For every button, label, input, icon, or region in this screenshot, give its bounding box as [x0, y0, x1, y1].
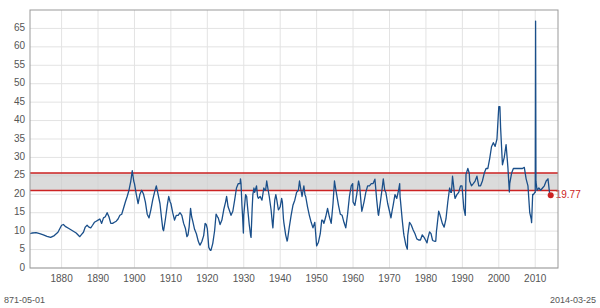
y-grid-line — [30, 157, 558, 158]
x-tick-label: 1920 — [196, 273, 219, 284]
x-grid-line — [389, 10, 390, 268]
plot-area — [30, 10, 558, 268]
x-grid-line — [280, 10, 281, 268]
y-tick-label: 5 — [19, 243, 25, 254]
x-grid-line — [353, 10, 354, 268]
y-tick-label: 55 — [14, 59, 26, 70]
y-tick-label: 25 — [14, 169, 26, 180]
annotation: 2014-03-25 — [550, 295, 596, 305]
x-tick-label: 1940 — [269, 273, 292, 284]
y-tick-label: 20 — [14, 188, 26, 199]
reference-line — [30, 190, 558, 192]
x-tick-label: 1960 — [342, 273, 365, 284]
x-grid-line — [316, 10, 317, 268]
x-grid-line — [134, 10, 135, 268]
y-grid-line — [30, 46, 558, 47]
y-tick-label: 60 — [14, 40, 26, 51]
y-grid-line — [30, 120, 558, 121]
y-grid-line — [30, 231, 558, 232]
x-grid-line — [170, 10, 171, 268]
line-series — [30, 21, 551, 250]
x-tick-label: 2010 — [524, 273, 547, 284]
y-grid-line — [30, 65, 558, 66]
x-tick-label: 1910 — [160, 273, 183, 284]
x-tick-label: 2000 — [488, 273, 511, 284]
x-grid-line — [425, 10, 426, 268]
y-tick-label: 15 — [14, 206, 26, 217]
current-value-dot — [548, 192, 554, 198]
x-tick-label: 1950 — [306, 273, 329, 284]
y-grid-line — [30, 139, 558, 140]
y-tick-label: 0 — [19, 262, 25, 273]
plot-content — [30, 21, 558, 250]
x-grid-line — [98, 10, 99, 268]
y-tick-label: 50 — [14, 77, 26, 88]
x-grid-line — [498, 10, 499, 268]
y-grid-line — [30, 194, 558, 195]
x-tick-label: 1930 — [233, 273, 256, 284]
x-tick-label: 1970 — [378, 273, 401, 284]
y-grid-line — [30, 28, 558, 29]
x-grid-line — [462, 10, 463, 268]
x-tick-label: 1990 — [451, 273, 474, 284]
y-tick-label: 30 — [14, 151, 26, 162]
y-grid-line — [30, 249, 558, 250]
labels: 19.77 — [556, 189, 581, 200]
y-tick-label: 65 — [14, 22, 26, 33]
chart: 0 5 10 15 20 25 30 35 40 45 50 55 60 65 1880 1890 1900 19… — [0, 0, 600, 308]
page: {"chart_data": { "type": "line", "x": [1… — [0, 0, 600, 308]
y-grid-line — [30, 83, 558, 84]
reference-line — [30, 172, 558, 174]
grid — [30, 10, 558, 268]
x-tick-label: 1980 — [415, 273, 438, 284]
plot-frame — [30, 10, 558, 268]
y-grid-line — [30, 102, 558, 103]
reference-band — [30, 173, 558, 191]
axes: 0 5 10 15 20 25 30 35 40 45 50 55 60 65 1880 1890 1900 19… — [14, 22, 547, 284]
y-grid-line — [30, 212, 558, 213]
y-tick-label: 40 — [14, 114, 26, 125]
y-tick-label: 35 — [14, 133, 26, 144]
y-tick-label: 10 — [14, 225, 26, 236]
x-grid-line — [61, 10, 62, 268]
current-value-label: 19.77 — [556, 189, 581, 200]
annotation: 871-05-01 — [4, 295, 45, 305]
x-tick-label: 1900 — [123, 273, 146, 284]
x-tick-label: 1890 — [87, 273, 110, 284]
y-tick-label: 45 — [14, 96, 26, 107]
x-tick-label: 1880 — [50, 273, 73, 284]
